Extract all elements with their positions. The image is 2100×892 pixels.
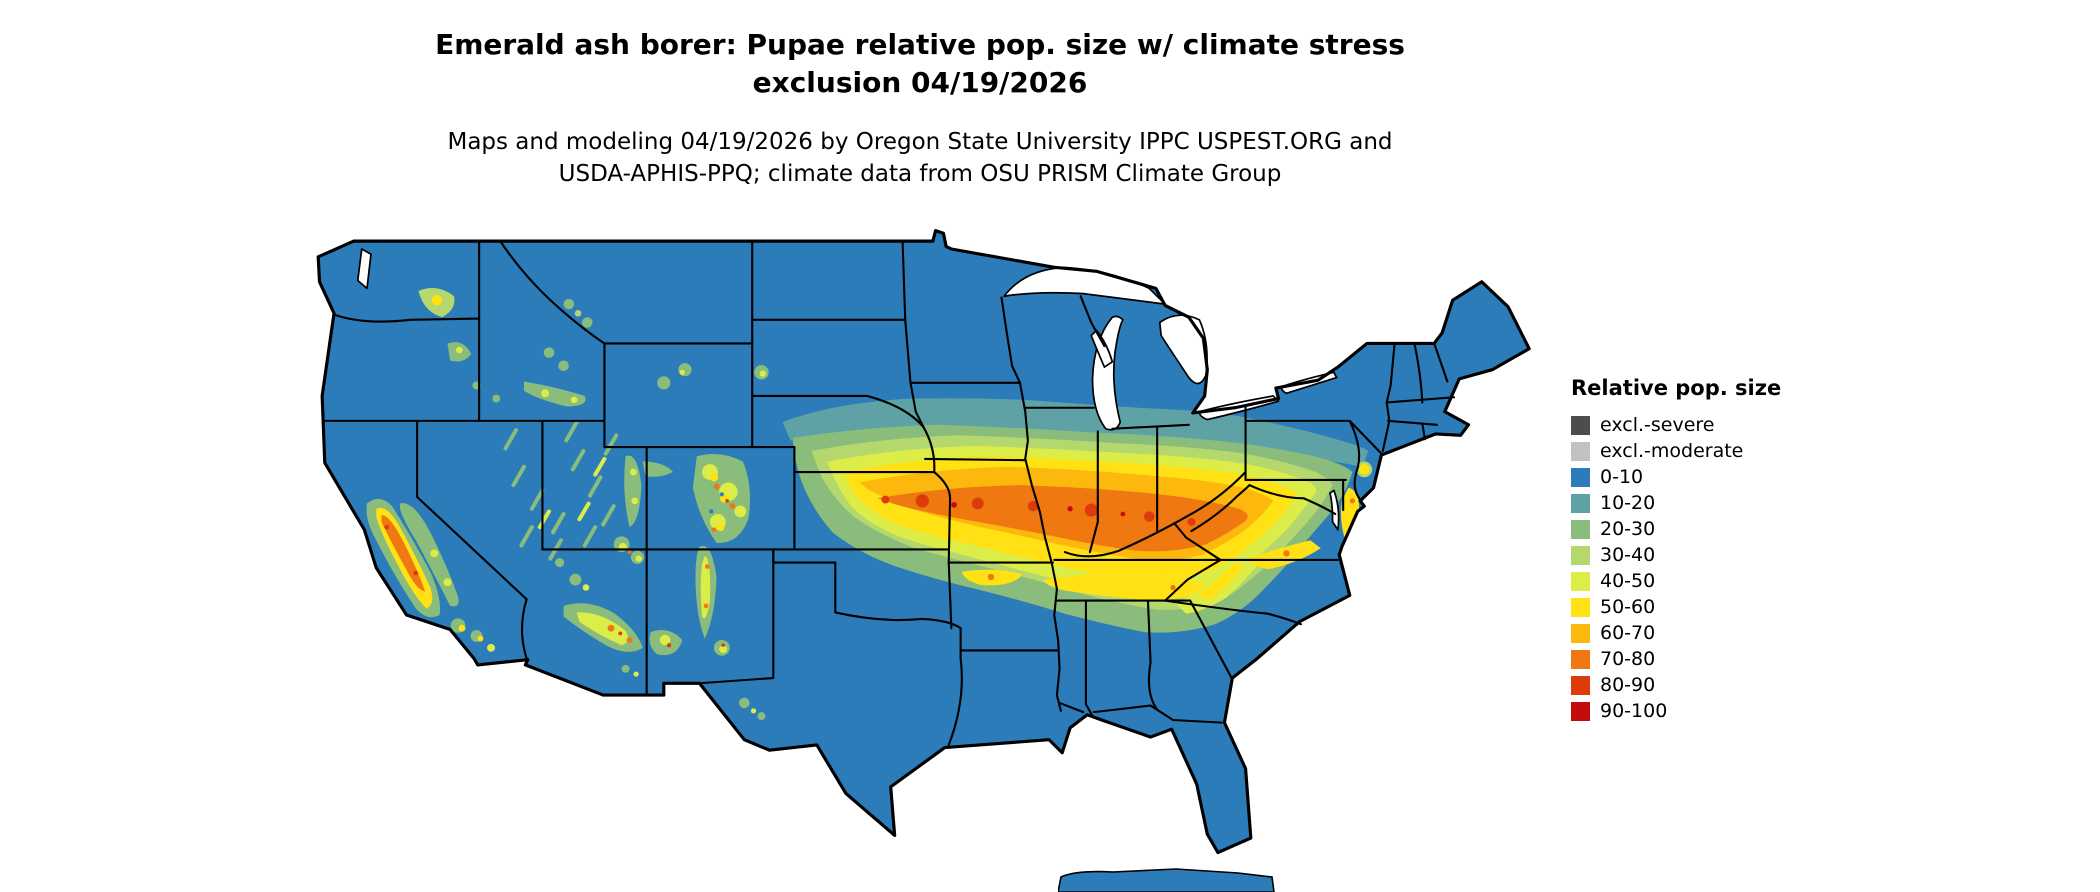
legend-item: 50-60: [1571, 594, 1781, 620]
legend-item-label: excl.-severe: [1600, 414, 1715, 436]
legend-swatch: [1571, 649, 1590, 669]
us-map: [305, 228, 1545, 884]
legend-item-label: 50-60: [1600, 596, 1656, 618]
legend-title: Relative pop. size: [1571, 376, 1782, 400]
legend-item: 90-100: [1571, 698, 1781, 724]
legend-item: 40-50: [1571, 568, 1781, 594]
legend-swatch: [1571, 545, 1590, 565]
legend-swatch: [1571, 493, 1590, 513]
legend-item-label: 30-40: [1600, 544, 1656, 566]
legend-item-label: 20-30: [1600, 518, 1656, 540]
us-map-svg: [316, 229, 1531, 855]
legend-item: 30-40: [1571, 542, 1781, 568]
legend-item: 20-30: [1571, 516, 1781, 542]
legend-swatch: [1571, 623, 1590, 643]
map-subtitle: Maps and modeling 04/19/2026 by Oregon S…: [0, 126, 1840, 190]
legend-swatch: [1571, 701, 1590, 721]
legend-item: 60-70: [1571, 620, 1781, 646]
legend-swatch: [1571, 597, 1590, 617]
state-borders: [322, 240, 1456, 746]
lake-superior: [1003, 266, 1166, 305]
legend-item-label: 80-90: [1600, 674, 1656, 696]
legend-swatch: [1571, 441, 1590, 461]
legend-swatch: [1571, 675, 1590, 695]
legend-item: 80-90: [1571, 672, 1781, 698]
cropped-inset-shape: [1058, 868, 1278, 892]
map-title-line2: exclusion 04/19/2026: [752, 65, 1088, 99]
legend-item: 0-10: [1571, 464, 1781, 490]
green-bay: [1090, 329, 1114, 368]
legend-item: excl.-severe: [1571, 412, 1781, 438]
legend-item: 10-20: [1571, 490, 1781, 516]
map-subtitle-line1: Maps and modeling 04/19/2026 by Oregon S…: [447, 128, 1393, 155]
legend-item-label: 40-50: [1600, 570, 1656, 592]
puget-sound: [356, 248, 372, 290]
map-subtitle-line2: USDA-APHIS-PPQ; climate data from OSU PR…: [558, 160, 1282, 187]
legend-item: 70-80: [1571, 646, 1781, 672]
population-raster: [318, 230, 1530, 853]
legend-item-label: 0-10: [1600, 466, 1644, 488]
chesapeake-bay: [1329, 489, 1340, 531]
legend-swatch: [1571, 467, 1590, 487]
legend-swatch: [1571, 415, 1590, 435]
legend-swatch: [1571, 519, 1590, 539]
legend-swatch: [1571, 571, 1590, 591]
legend-item-label: 70-80: [1600, 648, 1656, 670]
legend-item-label: 60-70: [1600, 622, 1656, 644]
legend: Relative pop. size excl.-severe excl.-mo…: [1571, 376, 1781, 724]
header: Emerald ash borer: Pupae relative pop. s…: [0, 26, 1840, 190]
legend-item-label: 90-100: [1600, 700, 1668, 722]
legend-item-label: 10-20: [1600, 492, 1656, 514]
map-title-line1: Emerald ash borer: Pupae relative pop. s…: [435, 28, 1405, 61]
legend-item-label: excl.-moderate: [1600, 440, 1744, 462]
legend-item: excl.-moderate: [1571, 438, 1781, 464]
